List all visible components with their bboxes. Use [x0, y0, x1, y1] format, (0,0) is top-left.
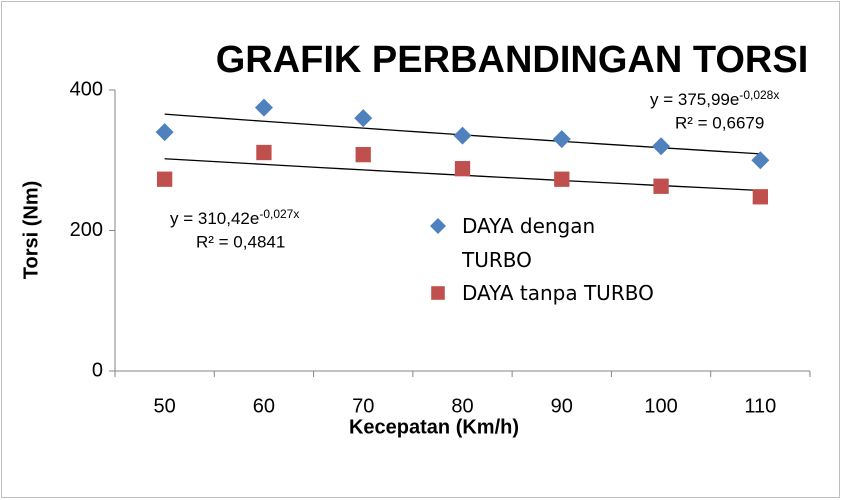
point [652, 137, 671, 156]
x-tick-label: 50 [154, 395, 176, 417]
x-axis-title: Kecepatan (Km/h) [349, 416, 519, 438]
trendline-equation: y = 375,99e-0,028x [650, 88, 779, 109]
x-tick-label: 70 [352, 395, 374, 417]
point [155, 123, 174, 142]
point [156, 171, 173, 187]
chart-title: GRAFIK PERBANDINGAN TORSI [216, 39, 809, 81]
legend-label: DAYA dengan TURBO [462, 214, 596, 272]
point [453, 126, 472, 145]
point [653, 178, 669, 194]
legend-label: DAYA tanpa TURBO [462, 281, 654, 305]
legend-entry: DAYA dengan TURBO [462, 214, 596, 272]
point [454, 161, 471, 177]
trendline-equation: y = 310,42e-0,027x [170, 207, 299, 228]
equation-base: y = 310,42e [170, 209, 259, 228]
y-tick-label: 0 [92, 359, 103, 381]
point [256, 144, 272, 161]
point [751, 151, 770, 170]
point [752, 189, 769, 205]
point [254, 98, 273, 117]
point [554, 171, 570, 187]
equation-base: y = 375,99e [650, 90, 739, 109]
point [355, 146, 371, 163]
point [552, 130, 571, 149]
y-tick-label: 400 [70, 78, 103, 100]
point [354, 109, 373, 128]
x-tick-label: 100 [644, 395, 677, 417]
equation-exponent: -0,028x [739, 88, 779, 102]
point [431, 286, 445, 300]
x-tick-label: 80 [451, 395, 473, 417]
x-tick-label: 90 [551, 395, 573, 417]
y-axis-title: Torsi (Nm) [20, 181, 42, 280]
r-squared: R² = 0,6679 [675, 113, 764, 132]
r-squared: R² = 0,4841 [196, 232, 285, 251]
y-tick-label: 200 [70, 219, 103, 241]
x-tick-label: 60 [253, 395, 275, 417]
point [430, 218, 446, 234]
equation-exponent: -0,027x [259, 207, 299, 221]
x-tick-label: 110 [744, 395, 776, 417]
legend-entry: DAYA tanpa TURBO [462, 281, 654, 305]
